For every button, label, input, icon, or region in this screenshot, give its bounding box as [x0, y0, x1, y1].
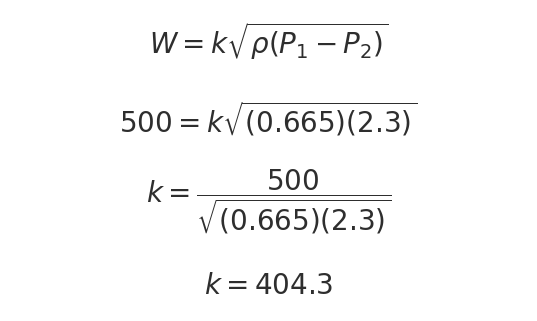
Text: $500 = k\sqrt{(0.665)(2.3)}$: $500 = k\sqrt{(0.665)(2.3)}$: [119, 100, 418, 139]
Text: $k = 404.3$: $k = 404.3$: [204, 273, 333, 300]
Text: $k = \dfrac{500}{\sqrt{(0.665)(2.3)}}$: $k = \dfrac{500}{\sqrt{(0.665)(2.3)}}$: [146, 167, 391, 236]
Text: $W = k\sqrt{\rho(P_1 - P_2)}$: $W = k\sqrt{\rho(P_1 - P_2)}$: [149, 20, 388, 62]
